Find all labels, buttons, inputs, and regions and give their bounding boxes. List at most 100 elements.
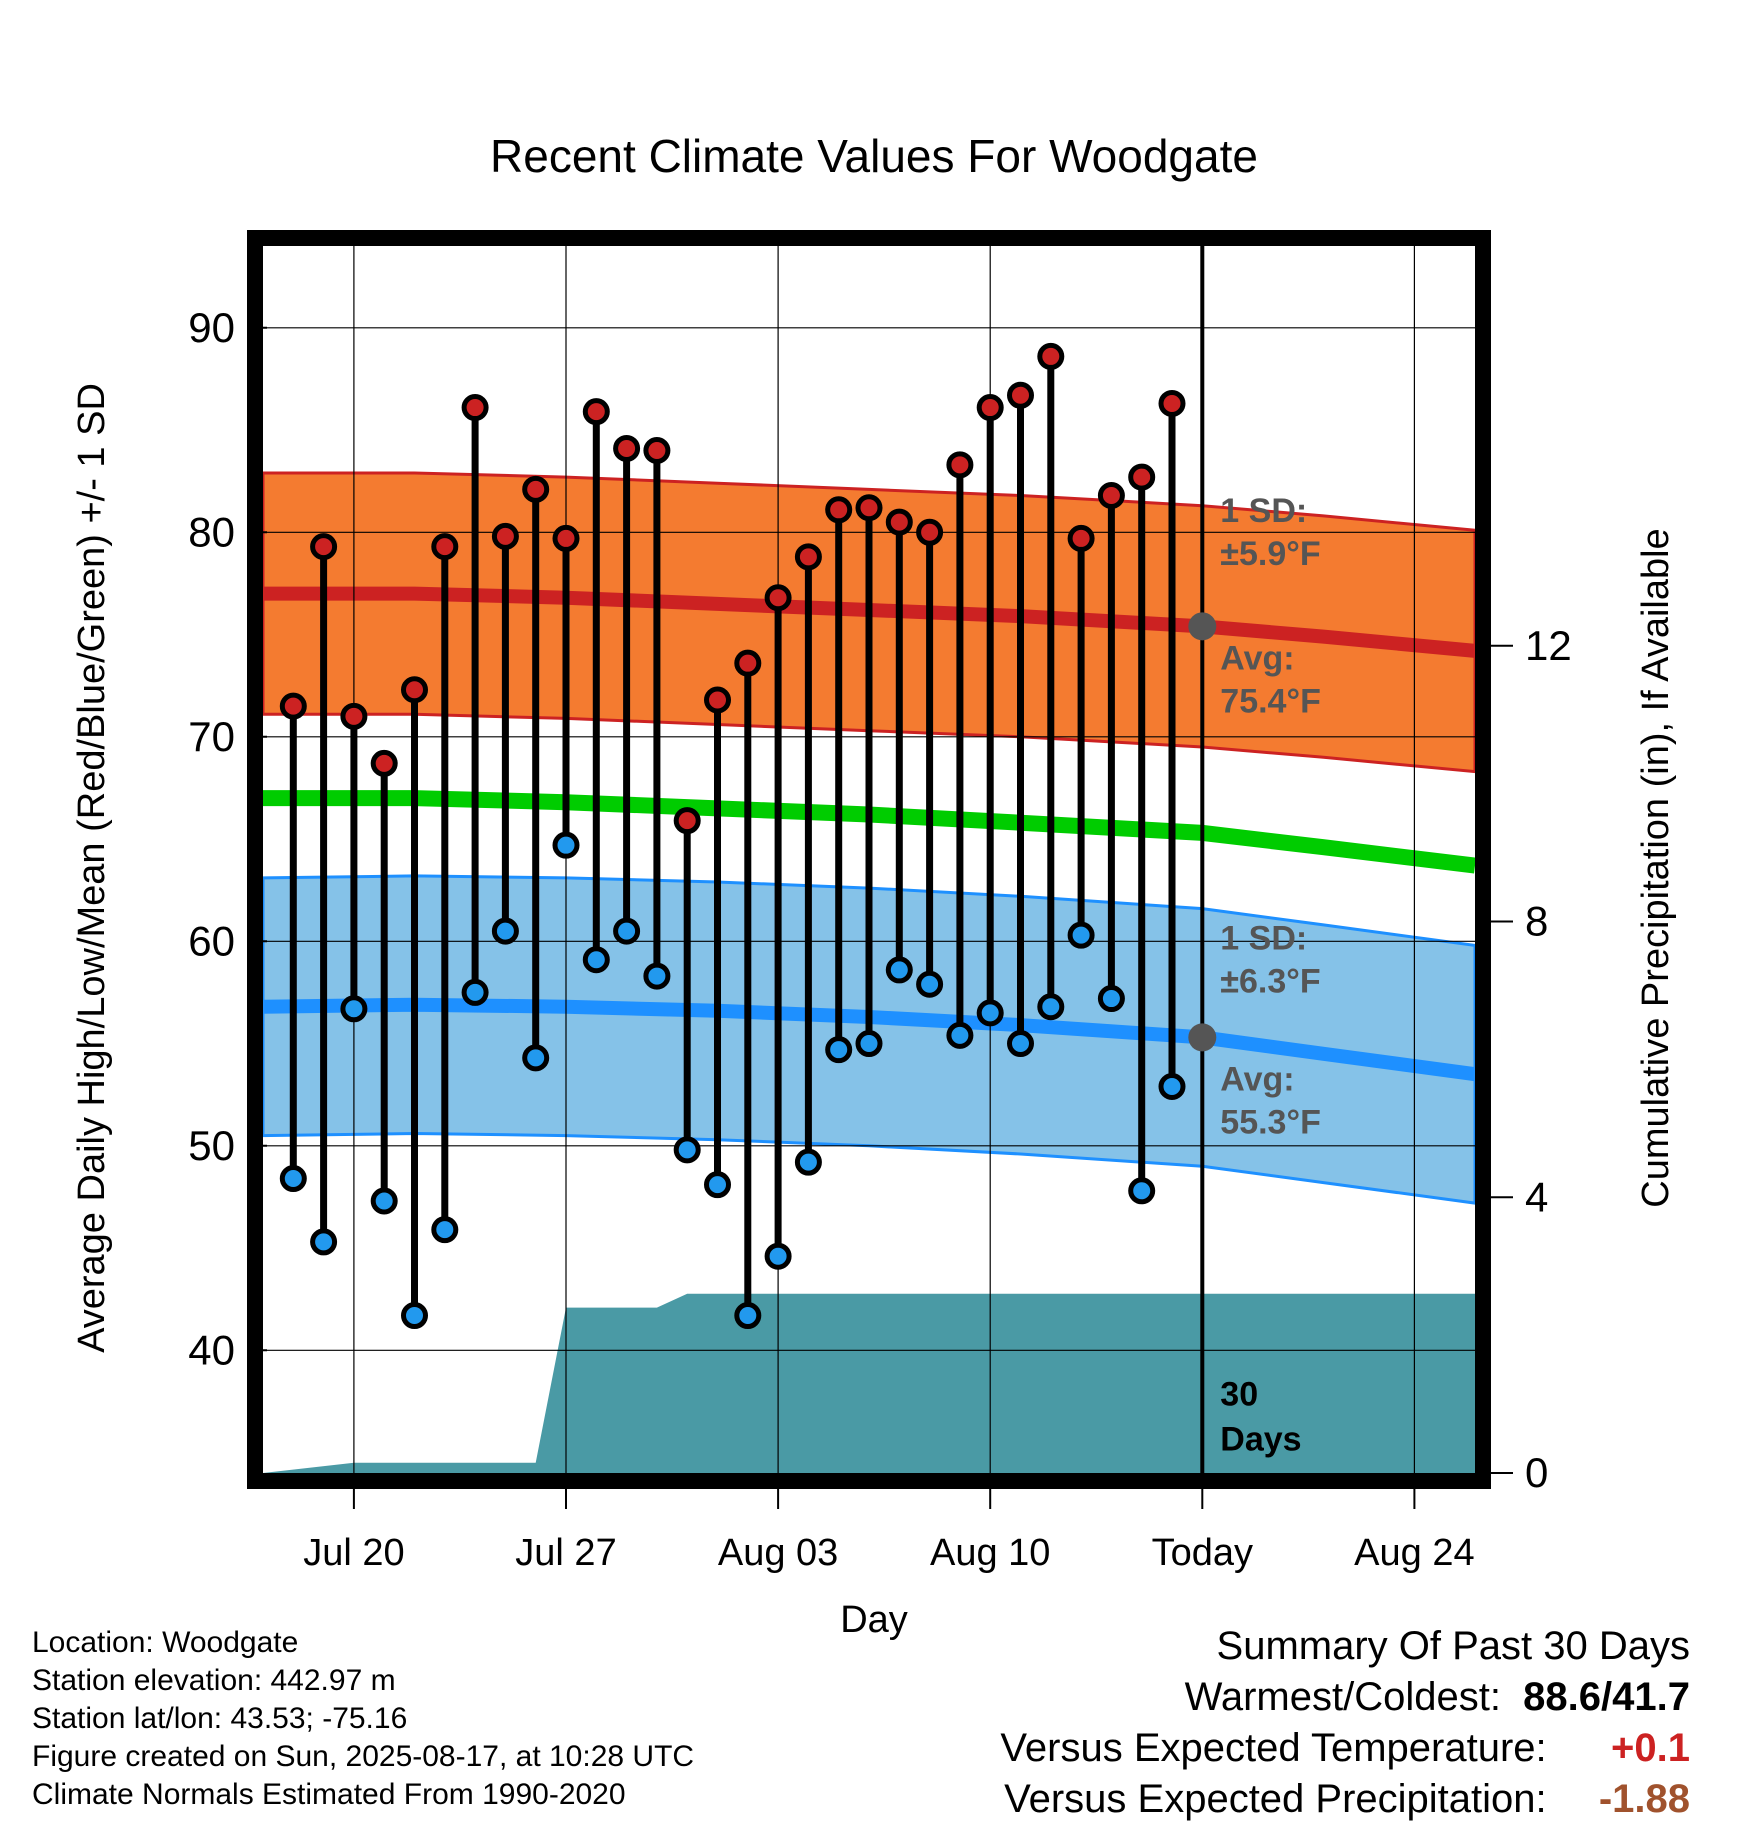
- high-avg-label: Avg:: [1220, 639, 1294, 677]
- y-tick-label: 70: [188, 713, 235, 760]
- warmest-coldest-row: Warmest/Coldest: 88.6/41.7: [1000, 1675, 1690, 1726]
- y-tick-label: 50: [188, 1122, 235, 1169]
- temp-departure-value: +0.1: [1611, 1726, 1690, 1770]
- station-info: Location: Woodgate Station elevation: 44…: [32, 1624, 694, 1814]
- high-point: [643, 437, 671, 464]
- created-text: Figure created on Sun, 2025-08-17, at 10…: [32, 1740, 695, 1773]
- low-point: [885, 956, 913, 984]
- normals-text: Climate Normals Estimated From 1990-2020: [32, 1778, 626, 1811]
- high-point: [946, 451, 974, 479]
- low-point: [855, 1030, 883, 1058]
- high-point: [916, 518, 944, 546]
- high-point: [1037, 342, 1065, 370]
- high-point: [1097, 481, 1125, 509]
- high-point: [340, 702, 368, 730]
- x-tick-label: Aug 24: [1354, 1532, 1474, 1574]
- days-count-word: Days: [1220, 1421, 1301, 1459]
- high-point: [582, 398, 610, 426]
- temp-departure-row: Versus Expected Temperature: +0.1: [1000, 1726, 1690, 1777]
- y2-tick-label: 4: [1525, 1173, 1548, 1220]
- high-point: [522, 475, 550, 503]
- x-tick-label: Jul 27: [515, 1532, 616, 1574]
- low-point: [946, 1021, 974, 1049]
- high-point: [279, 692, 307, 720]
- high-point: [976, 394, 1004, 422]
- high-point: [885, 508, 913, 536]
- days-count-number: 30: [1220, 1376, 1258, 1414]
- y-tick-label: 80: [188, 508, 235, 555]
- high-sd-value: ±5.9°F: [1220, 535, 1320, 573]
- y2-tick-label: 8: [1525, 898, 1548, 945]
- high-avg-marker: [1188, 612, 1217, 641]
- high-point: [704, 686, 731, 714]
- low-sd-value: ±6.3°F: [1220, 962, 1320, 1000]
- high-point: [370, 749, 398, 777]
- low-point: [279, 1165, 307, 1193]
- location-text: Location: Woodgate: [32, 1626, 299, 1659]
- high-point: [764, 584, 792, 612]
- warmest-coldest-value: 88.6/41.7: [1523, 1675, 1690, 1719]
- low-point: [734, 1302, 762, 1330]
- low-point: [340, 995, 368, 1023]
- latlon-text: Station lat/lon: 43.53; -75.16: [32, 1702, 408, 1735]
- high-sd-label: 1 SD:: [1220, 492, 1307, 530]
- high-point: [673, 807, 701, 835]
- low-point: [370, 1187, 398, 1215]
- low-point: [431, 1216, 459, 1244]
- high-point: [461, 394, 489, 422]
- low-point: [613, 917, 641, 945]
- high-point: [310, 533, 338, 561]
- high-point: [734, 649, 762, 677]
- high-point: [552, 524, 580, 552]
- x-axis-label: Day: [840, 1599, 908, 1641]
- high-point: [1007, 381, 1034, 409]
- x-tick-label: Today: [1152, 1532, 1253, 1574]
- high-point: [855, 494, 883, 522]
- low-point: [643, 962, 671, 990]
- low-point: [976, 999, 1004, 1027]
- precip-departure-value: -1.88: [1598, 1777, 1690, 1821]
- low-avg-label: Avg:: [1220, 1061, 1294, 1099]
- warmest-coldest-label: Warmest/Coldest:: [1184, 1675, 1501, 1719]
- plot-frame: [247, 230, 1491, 1489]
- high-point: [794, 543, 822, 571]
- low-point: [1037, 993, 1065, 1021]
- high-point: [613, 434, 641, 462]
- y2-tick-label: 12: [1525, 622, 1572, 669]
- high-point: [431, 533, 459, 561]
- chart-title: Recent Climate Values For Woodgate: [490, 130, 1258, 182]
- temp-departure-label: Versus Expected Temperature:: [1000, 1726, 1547, 1770]
- high-point: [1128, 463, 1156, 491]
- precip-departure-row: Versus Expected Precipitation: -1.88: [1000, 1777, 1690, 1828]
- y2-axis-label: Cumulative Precipitation (in), If Availa…: [1635, 528, 1677, 1207]
- low-sd-label: 1 SD:: [1220, 919, 1307, 957]
- plot-area: 1 SD: ±5.9°F Avg: 75.4°F 1 SD: ±6.3°F Avg: 55.3…: [188, 230, 1572, 1574]
- y-tick-label: 60: [188, 917, 235, 964]
- low-point: [825, 1036, 853, 1064]
- high-point: [1158, 389, 1186, 417]
- low-point: [1128, 1177, 1156, 1205]
- low-point: [1158, 1072, 1186, 1100]
- low-point: [1067, 921, 1095, 949]
- low-avg-marker: [1188, 1023, 1217, 1052]
- y-axis-label: Average Daily High/Low/Mean (Red/Blue/Gr…: [71, 383, 113, 1353]
- low-point: [491, 917, 519, 945]
- elevation-text: Station elevation: 442.97 m: [32, 1664, 396, 1697]
- low-point: [552, 831, 580, 859]
- high-point: [1067, 524, 1095, 552]
- low-point: [1097, 985, 1125, 1013]
- high-avg-value: 75.4°F: [1220, 682, 1321, 720]
- low-point: [1007, 1030, 1034, 1058]
- low-point: [401, 1302, 428, 1330]
- low-point: [794, 1148, 822, 1176]
- high-point: [491, 522, 519, 550]
- y2-tick-label: 0: [1525, 1449, 1548, 1496]
- low-point: [461, 978, 489, 1006]
- low-point: [522, 1044, 550, 1072]
- low-point: [764, 1242, 792, 1270]
- summary-heading: Summary Of Past 30 Days: [1216, 1624, 1690, 1668]
- x-tick-label: Aug 03: [718, 1532, 838, 1574]
- summary-panel: Summary Of Past 30 Days Warmest/Coldest:…: [1000, 1624, 1690, 1828]
- low-point: [582, 946, 610, 974]
